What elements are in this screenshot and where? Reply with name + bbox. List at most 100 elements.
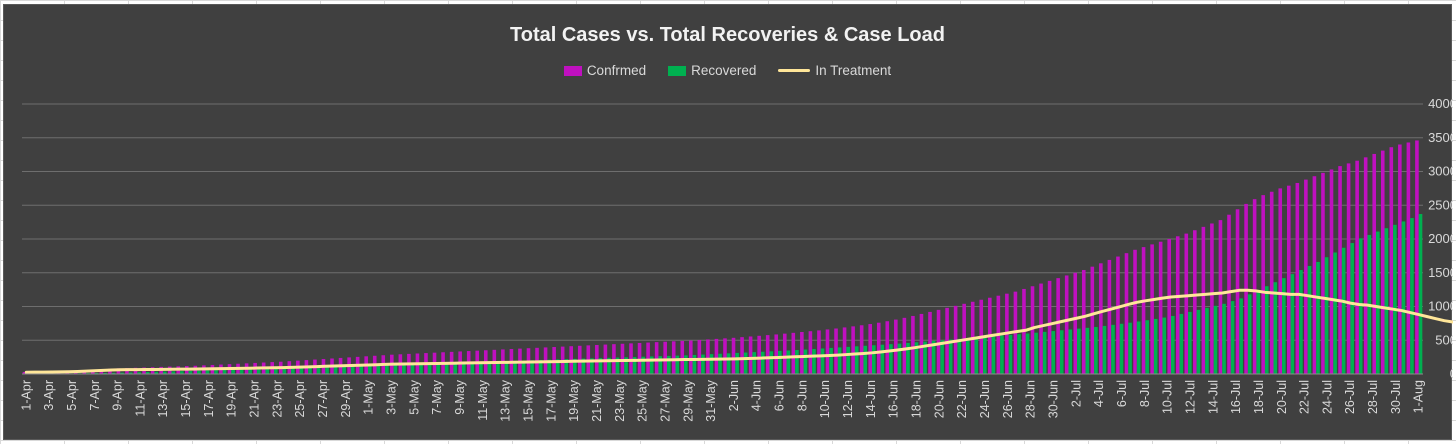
bar-confirmed [1175, 236, 1180, 374]
x-tick-label: 1-May [362, 379, 376, 414]
bar-recovered [1247, 294, 1252, 374]
bar-confirmed [911, 315, 915, 374]
bar-recovered [513, 360, 517, 374]
x-tick-label: 23-Apr [270, 380, 284, 418]
x-tick-label: 25-May [636, 379, 650, 421]
bar-recovered [590, 358, 594, 374]
bar-confirmed [731, 337, 736, 374]
bar-recovered [256, 368, 261, 374]
legend-swatch-recovered [668, 65, 687, 76]
bar-recovered [854, 346, 859, 374]
bar-recovered [1051, 331, 1055, 374]
bar-recovered [1196, 309, 1201, 374]
bar-recovered [479, 361, 483, 374]
bar-recovered [752, 352, 756, 374]
bar-recovered [701, 354, 705, 374]
bar-recovered [1358, 238, 1363, 374]
bar-confirmed [697, 339, 702, 374]
bar-recovered [103, 372, 107, 374]
bar-confirmed [1158, 241, 1163, 374]
bar-recovered [957, 338, 962, 374]
y-tick-label: 500 [1435, 332, 1453, 347]
bar-confirmed [1312, 176, 1317, 374]
bar-recovered [1333, 252, 1337, 374]
chart-area[interactable]: Total Cases vs. Total Recoveries & Case … [3, 4, 1453, 441]
x-tick-label: 31-May [704, 379, 718, 421]
bar-confirmed [1278, 188, 1283, 374]
bar-recovered [581, 358, 586, 374]
bar-recovered [1282, 278, 1286, 374]
bar-recovered [1111, 324, 1115, 374]
bar-recovered [427, 363, 432, 374]
bar-recovered [496, 361, 500, 374]
bar-recovered [555, 359, 560, 374]
bar-recovered [666, 355, 671, 374]
bar-confirmed [1107, 259, 1112, 374]
bar-recovered [1418, 214, 1423, 374]
bar-recovered [231, 369, 235, 374]
bar-recovered [393, 364, 398, 374]
bar-confirmed [1141, 247, 1146, 374]
bar-recovered [675, 355, 680, 374]
bar-recovered [1316, 261, 1320, 374]
bar-recovered [239, 369, 244, 374]
bar-recovered [760, 351, 765, 374]
bar-confirmed [765, 335, 770, 374]
bar-confirmed [1073, 272, 1078, 374]
x-tick-label: 16-Jul [1229, 380, 1243, 414]
bar-confirmed [1287, 185, 1291, 374]
x-tick-label: 6-Jun [773, 380, 787, 411]
bar-recovered [991, 336, 996, 374]
bar-recovered [615, 357, 620, 374]
x-tick-label: 17-May [544, 379, 558, 421]
x-tick-label: 19-May [567, 379, 581, 421]
bar-recovered [931, 340, 936, 374]
bar-confirmed [782, 333, 787, 374]
bar-confirmed [825, 329, 830, 374]
bar-recovered [419, 363, 423, 374]
plot-area[interactable]: 0 500 1000 1500 2000 2500 3000 3500 4000 1-Apr 3-A… [4, 5, 1453, 441]
bar-confirmed [1124, 253, 1129, 374]
bar-confirmed [637, 342, 642, 374]
bar-confirmed [1252, 199, 1257, 374]
bar-recovered [325, 366, 329, 374]
bar-recovered [154, 371, 158, 374]
bar-recovered [632, 356, 637, 374]
bar-recovered [812, 349, 816, 374]
bar-recovered [1085, 327, 1090, 374]
legend-item-in-treatment[interactable]: In Treatment [778, 63, 891, 78]
chart-title: Total Cases vs. Total Recoveries & Case … [510, 24, 945, 46]
bar-recovered [1153, 318, 1158, 374]
bar-recovered [538, 359, 543, 374]
legend-item-confirmed[interactable]: Confrmed [563, 63, 646, 78]
bar-confirmed [646, 342, 650, 374]
bar-confirmed [1167, 239, 1171, 374]
bar-confirmed [1261, 195, 1265, 374]
y-tick-label: 2500 [1428, 197, 1453, 212]
legend-swatch-confirmed [563, 65, 582, 76]
x-tick-label: 11-Apr [133, 380, 147, 417]
bar-confirmed [22, 371, 27, 374]
bar-recovered [282, 368, 287, 374]
bar-recovered [111, 372, 116, 374]
chart-legend[interactable]: Confrmed Recovered In Treatment [4, 63, 1451, 78]
bar-recovered [769, 351, 774, 374]
bar-recovered [684, 355, 688, 374]
x-tick-label: 26-Jul [1343, 380, 1357, 414]
bar-recovered [308, 367, 312, 374]
bar-recovered [1059, 330, 1064, 374]
bar-recovered [948, 339, 953, 374]
bar-recovered [291, 367, 295, 374]
y-tick-label: 1500 [1428, 265, 1453, 280]
bar-recovered [709, 354, 714, 374]
bar-recovered [461, 362, 466, 374]
bar-recovered [598, 358, 603, 374]
bar-recovered [1042, 331, 1047, 374]
bar-confirmed [817, 330, 821, 374]
bar-confirmed [1030, 286, 1035, 374]
bar-confirmed [868, 324, 872, 374]
legend-item-recovered[interactable]: Recovered [668, 63, 756, 78]
bar-recovered [487, 361, 492, 374]
x-tick-label: 21-May [590, 379, 604, 421]
bar-recovered [906, 342, 910, 374]
